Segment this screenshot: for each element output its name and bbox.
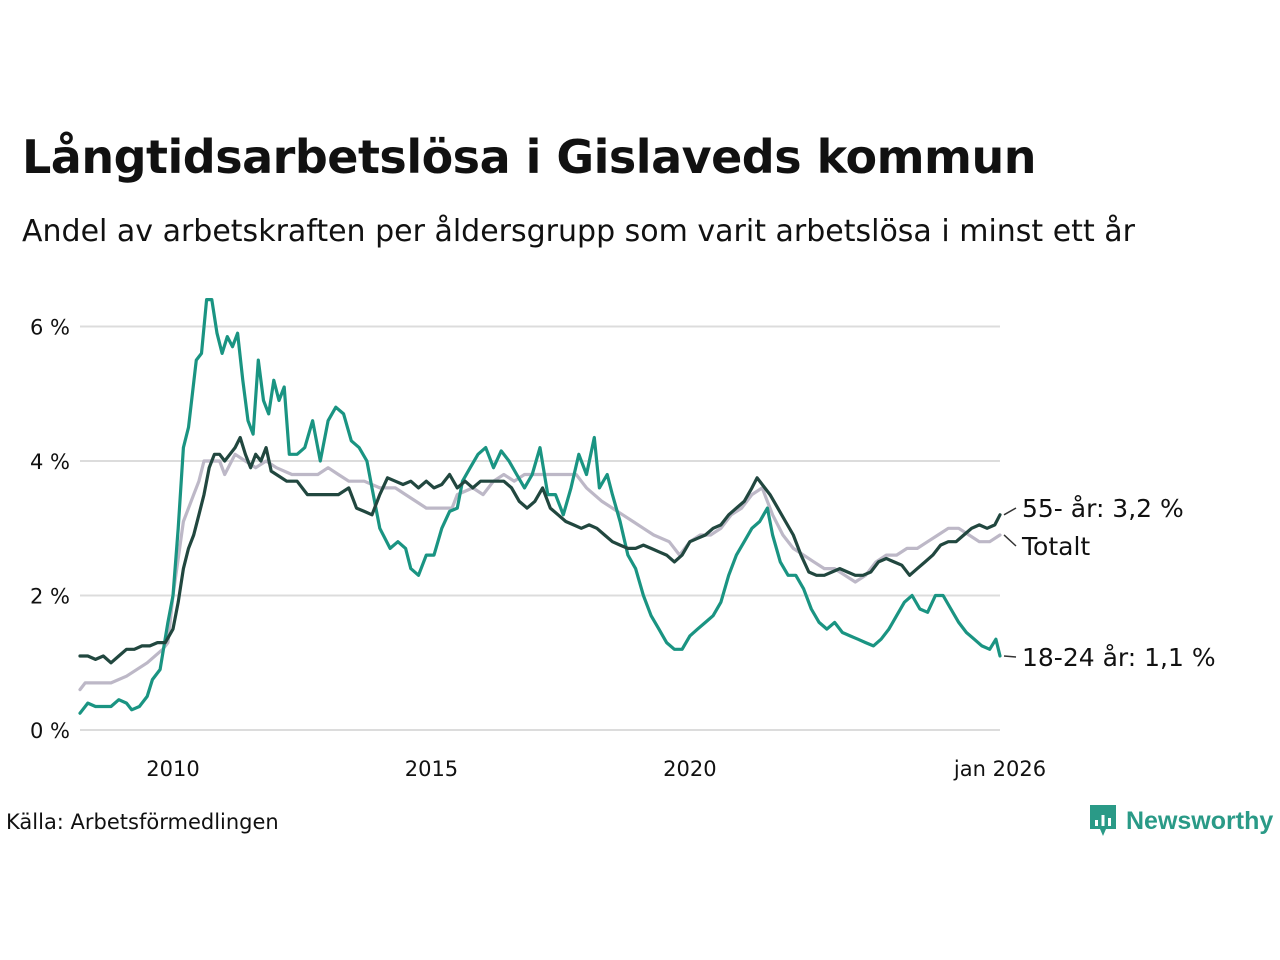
x-tick-label: 2020 xyxy=(663,757,716,781)
gridlines xyxy=(80,325,1000,731)
newsworthy-logo-icon xyxy=(1090,805,1116,836)
series-end-label: 55- år: 3,2 % xyxy=(1022,494,1184,523)
y-tick-label: 4 % xyxy=(30,450,70,474)
series-line-55-r xyxy=(78,435,1002,665)
newsworthy-logo[interactable]: Newsworthy xyxy=(1088,803,1273,839)
series-line-18-24-r xyxy=(78,298,1002,715)
y-tick-label: 0 % xyxy=(30,719,70,743)
y-axis-ticks: 0 % 2 % 4 % 6 % xyxy=(30,316,70,744)
chart-title: Långtidsarbetslösa i Gislaveds kommun xyxy=(22,130,1036,184)
label-leader xyxy=(1003,534,1017,547)
x-tick-label: 2015 xyxy=(405,757,458,781)
series-labels: Totalt 18-24 år: 1,1 % 55- år: 3,2 % xyxy=(1003,494,1216,672)
x-tick-label: jan 2026 xyxy=(953,757,1046,781)
series-end-label: Totalt xyxy=(1021,532,1090,561)
series-lines xyxy=(78,298,1002,715)
label-leader xyxy=(1003,507,1017,516)
chart-subtitle: Andel av arbetskraften per åldersgrupp s… xyxy=(22,214,1135,249)
source-note: Källa: Arbetsförmedlingen xyxy=(6,810,279,834)
label-leader xyxy=(1003,655,1017,658)
y-tick-label: 6 % xyxy=(30,316,70,340)
x-tick-label: 2010 xyxy=(146,757,199,781)
newsworthy-logo-text: Newsworthy xyxy=(1126,806,1274,835)
series-line-totalt xyxy=(78,452,1002,692)
x-axis-ticks: 2010 2015 2020 jan 2026 xyxy=(146,757,1046,781)
series-end-label: 18-24 år: 1,1 % xyxy=(1022,643,1216,672)
y-tick-label: 2 % xyxy=(30,585,70,609)
